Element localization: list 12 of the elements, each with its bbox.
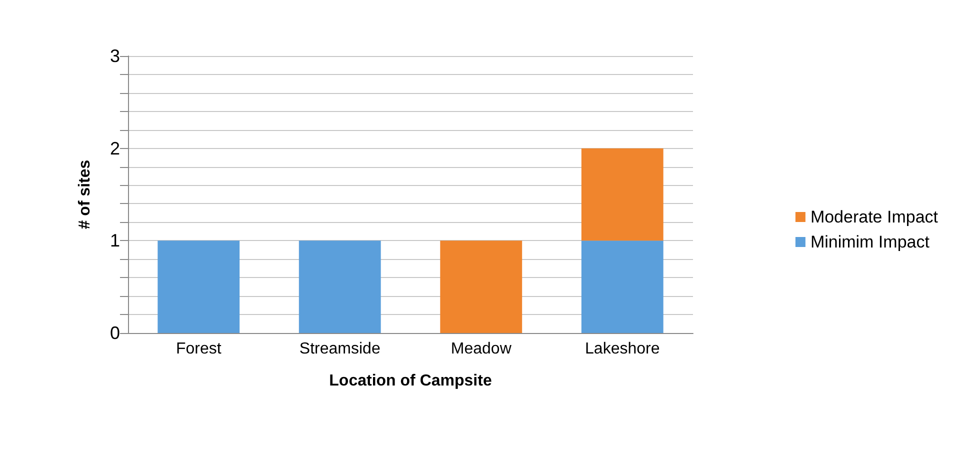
y-tick-label: 1	[110, 230, 120, 251]
y-tick-label: 2	[110, 138, 120, 158]
x-tick-label: Lakeshore	[585, 340, 660, 358]
y-tick-label: 3	[110, 46, 120, 66]
x-axis-title: Location of Campsite	[329, 372, 492, 390]
x-tick-label: Meadow	[450, 340, 512, 358]
x-tick-label: Streamside	[299, 340, 380, 358]
y-tick-label: 0	[110, 323, 120, 343]
x-tick-label: Forest	[176, 340, 222, 358]
legend-label: Moderate Impact	[810, 208, 938, 226]
legend-label: Minimim Impact	[810, 232, 930, 252]
y-axis-title: # of sites	[76, 160, 94, 230]
